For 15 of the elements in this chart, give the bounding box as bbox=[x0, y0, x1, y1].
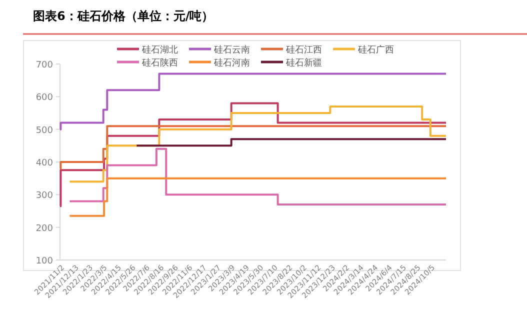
legend-label: 硅石陕西 bbox=[141, 58, 178, 68]
y-tick-label: 700 bbox=[36, 60, 54, 70]
y-tick-label: 300 bbox=[36, 191, 54, 202]
y-tick-label: 200 bbox=[36, 224, 54, 234]
legend-label: 硅石河南 bbox=[213, 58, 250, 68]
legend-label: 硅石江西 bbox=[285, 44, 322, 56]
y-tick-label: 100 bbox=[36, 256, 54, 266]
y-tick-label: 500 bbox=[36, 126, 54, 136]
legend-label: 硅石广西 bbox=[357, 44, 394, 56]
y-tick-label: 600 bbox=[36, 93, 54, 104]
y-tick-label: 400 bbox=[36, 158, 54, 168]
legend-label: 硅石云南 bbox=[213, 44, 250, 56]
legend-label: 硅石新疆 bbox=[285, 58, 322, 68]
chart-title: 图表6：硅石价格（单位：元/吨） bbox=[33, 9, 214, 23]
legend-label: 硅石湖北 bbox=[141, 44, 178, 56]
